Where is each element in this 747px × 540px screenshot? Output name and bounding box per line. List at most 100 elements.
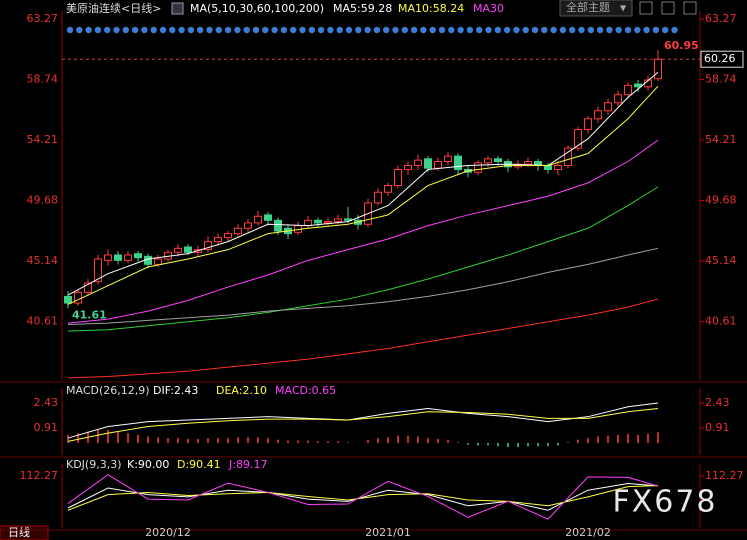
candle-body bbox=[414, 159, 422, 167]
y-tick-label: 54.21 bbox=[705, 133, 737, 146]
signal-dot bbox=[476, 26, 483, 34]
signal-dot bbox=[559, 26, 567, 34]
y-tick-label: 54.21 bbox=[27, 133, 59, 146]
legend-entry: MA5:59.28 bbox=[333, 2, 392, 15]
candle-body bbox=[574, 128, 582, 149]
signal-dot bbox=[280, 26, 288, 34]
indicator-icon[interactable] bbox=[171, 2, 184, 15]
signal-dot bbox=[662, 26, 669, 34]
indicator-line bbox=[67, 186, 659, 332]
x-tick-label: 2021/01 bbox=[365, 526, 411, 539]
min-label: 41.61 bbox=[72, 308, 107, 321]
signal-dot bbox=[197, 26, 204, 34]
x-tick-label: 2020/12 bbox=[145, 526, 191, 539]
indicator-line bbox=[67, 485, 659, 511]
legend-entry: MACD:0.65 bbox=[275, 384, 336, 397]
period-label[interactable]: 日线 bbox=[8, 525, 30, 539]
signal-dot bbox=[178, 26, 185, 34]
signal-dot bbox=[243, 26, 250, 34]
signal-dot bbox=[122, 26, 129, 34]
signal-dot bbox=[671, 26, 678, 34]
legend-entry: J:89.17 bbox=[228, 458, 267, 471]
candle-body bbox=[184, 246, 192, 253]
signal-dot bbox=[513, 26, 520, 34]
signal-dot bbox=[234, 26, 241, 34]
candle-body bbox=[334, 218, 342, 223]
signal-dot bbox=[336, 26, 343, 34]
candle-body bbox=[134, 253, 142, 259]
signal-dot bbox=[634, 26, 641, 34]
signal-dot bbox=[541, 26, 548, 34]
signal-dot bbox=[392, 26, 399, 34]
signal-dot bbox=[410, 26, 418, 34]
theme-button-label[interactable]: 全部主题 bbox=[566, 0, 610, 14]
y-tick-label: 63.27 bbox=[705, 12, 737, 25]
candle-body bbox=[154, 258, 162, 265]
candle-body bbox=[64, 295, 72, 304]
signal-dot bbox=[159, 26, 167, 34]
signal-dot bbox=[457, 26, 464, 34]
signal-dot bbox=[606, 26, 613, 34]
signal-dot bbox=[596, 26, 604, 34]
signal-dot bbox=[327, 26, 334, 34]
candle-body bbox=[584, 118, 592, 130]
candle-body bbox=[634, 83, 642, 88]
signal-dot bbox=[94, 26, 102, 34]
theme-button[interactable] bbox=[559, 0, 633, 17]
legend-entry: K:90.00 bbox=[127, 458, 169, 471]
watermark: FX678 bbox=[612, 485, 717, 520]
signal-dot bbox=[615, 26, 622, 34]
signal-dot bbox=[531, 26, 539, 34]
indicator-line bbox=[67, 247, 659, 325]
signal-dot bbox=[308, 26, 315, 34]
candle-body bbox=[84, 282, 92, 293]
signal-dot bbox=[85, 26, 92, 34]
candle-body bbox=[124, 254, 132, 261]
candle-body bbox=[214, 237, 222, 243]
signal-dot bbox=[448, 26, 455, 34]
indicator-line bbox=[67, 483, 659, 511]
y-tick-label: 112.27 bbox=[20, 469, 59, 482]
candle-body bbox=[434, 161, 442, 169]
signal-dot bbox=[104, 26, 111, 34]
candle-body bbox=[484, 158, 492, 164]
candle-body bbox=[624, 84, 632, 96]
y-tick-label: 0.91 bbox=[705, 421, 730, 434]
candle-body bbox=[614, 94, 622, 104]
indicator-label: MA(5,10,30,60,100,200) bbox=[190, 2, 324, 15]
signal-dot bbox=[66, 26, 74, 34]
candle-body bbox=[524, 161, 532, 165]
indicator-line bbox=[67, 407, 659, 442]
signal-dot bbox=[262, 26, 269, 34]
candle-body bbox=[274, 219, 282, 232]
signal-dot bbox=[113, 26, 120, 34]
signal-dot bbox=[150, 26, 157, 34]
y-tick-label: 45.14 bbox=[27, 254, 59, 267]
candle-body bbox=[204, 241, 212, 251]
candle-body bbox=[394, 169, 402, 187]
signal-dot bbox=[224, 26, 232, 34]
signal-dot bbox=[383, 26, 390, 34]
signal-dot bbox=[587, 26, 594, 34]
y-tick-label: 112.27 bbox=[705, 469, 744, 482]
candle-body bbox=[234, 227, 242, 235]
signal-dot bbox=[373, 26, 381, 34]
signal-dot bbox=[503, 26, 511, 34]
signal-dot bbox=[652, 26, 660, 34]
legend-entry: DIF:2.43 bbox=[153, 384, 198, 397]
candle-body bbox=[264, 214, 272, 221]
icon[interactable] bbox=[661, 1, 675, 15]
candle-body bbox=[304, 219, 312, 227]
signal-dot bbox=[438, 26, 446, 34]
y-tick-label: 58.74 bbox=[27, 73, 59, 86]
indicator-line bbox=[67, 474, 659, 520]
candle-body bbox=[224, 233, 232, 239]
y-tick-label: 2.43 bbox=[34, 396, 59, 409]
legend-entry: MA10:58.24 bbox=[398, 2, 464, 15]
signal-dot bbox=[141, 26, 148, 34]
indicator-line bbox=[67, 85, 659, 305]
icon[interactable] bbox=[683, 1, 697, 15]
candle-body bbox=[174, 247, 182, 253]
icon[interactable] bbox=[639, 1, 653, 15]
